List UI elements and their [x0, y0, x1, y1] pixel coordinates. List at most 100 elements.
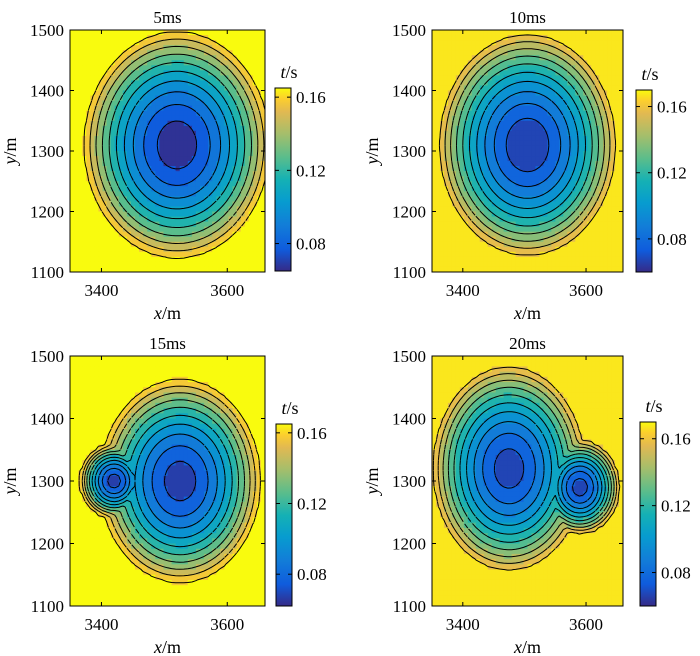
heatmap-cell — [70, 75, 75, 82]
heatmap-cell — [130, 181, 136, 187]
heatmap-cell — [583, 156, 588, 162]
heatmap-cell — [114, 221, 120, 228]
heatmap-cell — [74, 35, 79, 41]
heatmap-cell — [135, 246, 140, 253]
heatmap-cell — [563, 130, 568, 137]
heatmap-cell — [599, 120, 604, 127]
heatmap-cell — [603, 256, 608, 263]
heatmap-cell — [110, 181, 116, 187]
heatmap-cell — [179, 221, 185, 228]
heatmap-cell — [619, 30, 623, 36]
heatmap-cell — [126, 30, 132, 36]
heatmap-cell — [563, 221, 568, 228]
heatmap-cell — [591, 125, 596, 132]
heatmap-cell — [191, 105, 197, 112]
heatmap-cell — [531, 40, 537, 46]
heatmap-cell — [252, 366, 258, 373]
heatmap-cell — [535, 186, 541, 192]
heatmap-cell — [82, 161, 87, 167]
heatmap-cell — [443, 251, 449, 258]
heatmap-cell — [455, 115, 461, 122]
heatmap-cell — [607, 171, 612, 177]
heatmap-cell — [216, 40, 221, 46]
heatmap-cell — [130, 382, 136, 388]
heatmap-cell — [191, 186, 197, 192]
heatmap-cell — [126, 156, 132, 162]
heatmap-cell — [187, 151, 193, 157]
heatmap-cell — [599, 70, 604, 76]
heatmap-cell — [159, 376, 165, 383]
heatmap-cell — [200, 226, 205, 233]
heatmap-cell — [232, 30, 238, 36]
heatmap-cell — [183, 226, 189, 233]
heatmap-cell — [143, 376, 148, 383]
heatmap-cell — [236, 85, 242, 92]
heatmap-cell — [232, 361, 238, 368]
heatmap-cell — [439, 120, 445, 127]
heatmap-cell — [256, 371, 262, 378]
heatmap-cell — [171, 100, 177, 107]
heatmap-cell — [256, 256, 262, 263]
heatmap-cell — [118, 65, 124, 71]
heatmap-cell — [244, 251, 250, 258]
heatmap-cell — [167, 40, 173, 46]
heatmap-cell — [183, 266, 189, 272]
heatmap-cell — [135, 151, 140, 157]
heatmap-cell — [106, 110, 112, 117]
heatmap-cell — [583, 40, 588, 46]
heatmap-cell — [587, 161, 592, 167]
heatmap-cell — [583, 221, 588, 228]
heatmap-cell — [591, 60, 596, 66]
heatmap-cell — [78, 201, 83, 208]
heatmap-cell — [559, 171, 564, 177]
heatmap-cell — [151, 110, 156, 117]
heatmap-cell — [122, 241, 128, 248]
heatmap-cell — [451, 151, 457, 157]
heatmap-cell — [232, 100, 238, 107]
heatmap-cell — [503, 55, 509, 61]
heatmap-cell — [183, 176, 189, 182]
heatmap-cell — [432, 115, 437, 122]
heatmap-cell — [559, 105, 564, 112]
heatmap-cell — [432, 201, 437, 208]
heatmap-cell — [167, 70, 173, 76]
heatmap-cell — [611, 221, 616, 228]
heatmap-cell — [511, 211, 517, 218]
heatmap-cell — [232, 110, 238, 117]
heatmap-cell — [615, 105, 620, 112]
heatmap-cell — [479, 140, 485, 147]
heatmap-cell — [228, 266, 234, 272]
heatmap-cell — [603, 50, 608, 56]
heatmap-cell — [543, 110, 548, 117]
heatmap-cell — [451, 246, 457, 253]
heatmap-cell — [543, 261, 548, 268]
heatmap-cell — [439, 246, 445, 253]
heatmap-cell — [212, 105, 217, 112]
heatmap-cell — [463, 95, 469, 102]
heatmap-cell — [244, 361, 250, 368]
heatmap-cell — [260, 140, 265, 147]
heatmap-cell — [183, 125, 189, 132]
heatmap-cell — [102, 30, 108, 36]
y-axis-label: y/m — [362, 137, 382, 166]
heatmap-cell — [74, 181, 79, 187]
heatmap-cell — [559, 166, 564, 172]
heatmap-cell — [175, 45, 181, 51]
heatmap-cell — [571, 90, 576, 97]
heatmap-cell — [240, 45, 246, 51]
heatmap-cell — [443, 231, 449, 238]
heatmap-cell — [256, 110, 262, 117]
heatmap-cell — [204, 156, 209, 162]
heatmap-cell — [143, 241, 148, 248]
heatmap-cell — [110, 256, 116, 263]
heatmap-cell — [256, 211, 262, 218]
heatmap-cell — [252, 145, 258, 152]
heatmap-cell — [499, 65, 505, 71]
heatmap-cell — [499, 60, 505, 66]
heatmap-cell — [236, 376, 242, 383]
heatmap-cell — [551, 181, 556, 187]
heatmap-cell — [118, 382, 124, 388]
heatmap-cell — [110, 361, 116, 368]
heatmap-cell — [567, 50, 572, 56]
